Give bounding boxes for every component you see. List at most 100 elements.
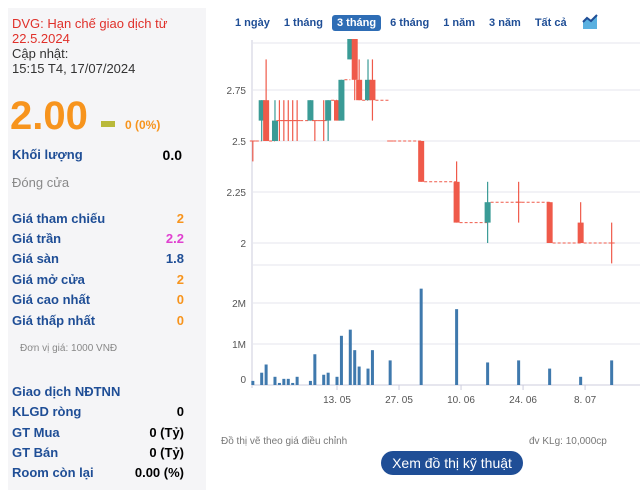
- stat-value: 0: [176, 313, 184, 328]
- volume-bar: [286, 378, 290, 385]
- price-tick-label: 2.25: [227, 188, 247, 199]
- candle-body: [546, 202, 553, 243]
- volume-bar: [339, 335, 343, 385]
- volume-bar: [486, 362, 490, 385]
- tab-period[interactable]: 1 tháng: [283, 17, 323, 29]
- stat-label: Giá cao nhất: [12, 292, 91, 307]
- no-change-icon: [101, 121, 115, 127]
- price-tick-label: 2.5: [232, 137, 246, 148]
- candle-body: [338, 79, 345, 121]
- candle-body: [351, 39, 358, 80]
- foreign-label: Room còn lại: [12, 465, 94, 480]
- volume-row: Khối lượng 0.0: [12, 147, 192, 163]
- volume-bar: [313, 354, 317, 385]
- stat-row: Giá cao nhất 0: [12, 292, 192, 307]
- foreign-label: KLGD ròng: [12, 404, 82, 419]
- x-tick-label: 13. 05: [323, 395, 351, 406]
- volume-bar: [282, 378, 286, 385]
- volume-bar: [260, 372, 264, 385]
- foreign-value: 0 (Tỷ): [149, 445, 184, 460]
- foreign-title: Giao dịch NĐTNN: [12, 384, 121, 399]
- candle-body: [271, 120, 278, 141]
- foreign-row: Room còn lại 0.00 (%): [12, 465, 192, 480]
- volume-bar: [251, 380, 255, 385]
- tab-period[interactable]: 3 năm: [489, 17, 521, 29]
- stat-row: Giá sàn 1.8: [12, 251, 192, 266]
- foreign-label: GT Bán: [12, 445, 59, 460]
- update-time: 15:15 T4, 17/07/2024: [12, 61, 136, 76]
- volume-bar: [335, 376, 339, 385]
- view-technical-chart-button[interactable]: Xem đồ thị kỹ thuật: [381, 451, 523, 475]
- stat-label: Giá sàn: [12, 251, 59, 266]
- foreign-row: KLGD ròng 0: [12, 404, 192, 419]
- foreign-value: 0.00 (%): [134, 465, 184, 480]
- volume-bar: [295, 376, 299, 385]
- area-chart-icon[interactable]: [582, 14, 598, 30]
- candle-body: [325, 100, 332, 121]
- foreign-title-row: Giao dịch NĐTNN: [12, 384, 192, 399]
- price-change: 0 (0%): [125, 118, 161, 132]
- candle-body: [365, 79, 372, 101]
- period-tabs: 1 ngày 1 tháng 3 tháng 6 tháng 1 năm 3 năm Tất…: [230, 15, 572, 31]
- stat-value: 2: [176, 211, 184, 226]
- candle-body: [453, 181, 460, 223]
- candle-body: [334, 100, 340, 121]
- stat-label: Giá thấp nhất: [12, 313, 96, 328]
- price-tick-label: 2: [240, 239, 246, 250]
- volume-bar: [357, 366, 361, 385]
- volume-bar: [273, 376, 277, 385]
- trading-restriction-warning: DVG: Hạn chế giao dịch từ 22.5.2024: [12, 16, 168, 46]
- stat-value: 2: [176, 272, 184, 287]
- candle-body: [418, 141, 425, 182]
- quote-panel: [8, 8, 206, 490]
- foreign-row: GT Bán 0 (Tỷ): [12, 445, 192, 460]
- candle-body: [356, 79, 363, 101]
- stat-label: Giá tham chiếu: [12, 211, 106, 226]
- tab-period[interactable]: 1 năm: [443, 17, 476, 29]
- foreign-label: GT Mua: [12, 425, 60, 440]
- tab-period[interactable]: 3 tháng: [331, 15, 382, 31]
- candle-body: [484, 202, 491, 223]
- candle-body: [347, 39, 354, 60]
- price-unit: Đơn vị giá: 1000 VNĐ: [20, 343, 118, 354]
- stat-row: Giá mở cửa 2: [12, 272, 192, 287]
- volume-bar: [264, 364, 268, 385]
- x-tick-label: 24. 06: [509, 395, 537, 406]
- tab-period[interactable]: Tất cả: [534, 17, 567, 29]
- foreign-row: GT Mua 0 (Tỷ): [12, 425, 192, 440]
- volume-bar: [291, 382, 295, 385]
- volume-bar: [610, 360, 614, 385]
- candle-body: [307, 100, 314, 121]
- volume-bar: [353, 350, 357, 385]
- tab-period[interactable]: 1 ngày: [235, 17, 270, 29]
- market-status: Đóng cửa: [12, 175, 70, 190]
- volume-bar: [419, 288, 423, 385]
- stat-row: Giá tham chiếu 2: [12, 211, 192, 226]
- x-tick-label: 27. 05: [385, 395, 413, 406]
- candle-body: [263, 100, 270, 141]
- price-tick-label: 2.75: [227, 86, 247, 97]
- volume-bar: [326, 372, 330, 385]
- price-volume-chart: 2 2.25 2.5 2.75 0 1M 2M 13. 05 27. 05 10. 06 24. 0…: [227, 39, 640, 406]
- update-info: Cập nhật: 15:15 T4, 17/07/2024: [12, 46, 135, 76]
- x-tick-label: 8. 07: [574, 395, 597, 406]
- volume-tick-label: 0: [240, 375, 246, 386]
- foreign-value: 0 (Tỷ): [149, 425, 184, 440]
- volume-bar: [517, 360, 521, 385]
- stat-value: 1.8: [165, 251, 184, 266]
- volume-bar: [455, 309, 459, 385]
- stat-row: Giá thấp nhất 0: [12, 313, 192, 328]
- volume-bar: [579, 376, 583, 385]
- volume-bar: [322, 374, 326, 385]
- tab-period[interactable]: 6 tháng: [390, 17, 430, 29]
- foreign-value: 0: [176, 404, 184, 419]
- current-price: 2.00: [10, 94, 88, 138]
- volume-bar: [308, 380, 312, 385]
- volume-bar: [548, 368, 552, 385]
- adjusted-price-note: Đồ thị vẽ theo giá điều chỉnh: [221, 436, 348, 447]
- candle-body: [258, 100, 265, 121]
- stat-row: Giá trần 2.2: [12, 231, 192, 246]
- volume-tick-label: 1M: [232, 340, 246, 351]
- volume-bar: [366, 368, 370, 385]
- x-tick-label: 10. 06: [447, 395, 475, 406]
